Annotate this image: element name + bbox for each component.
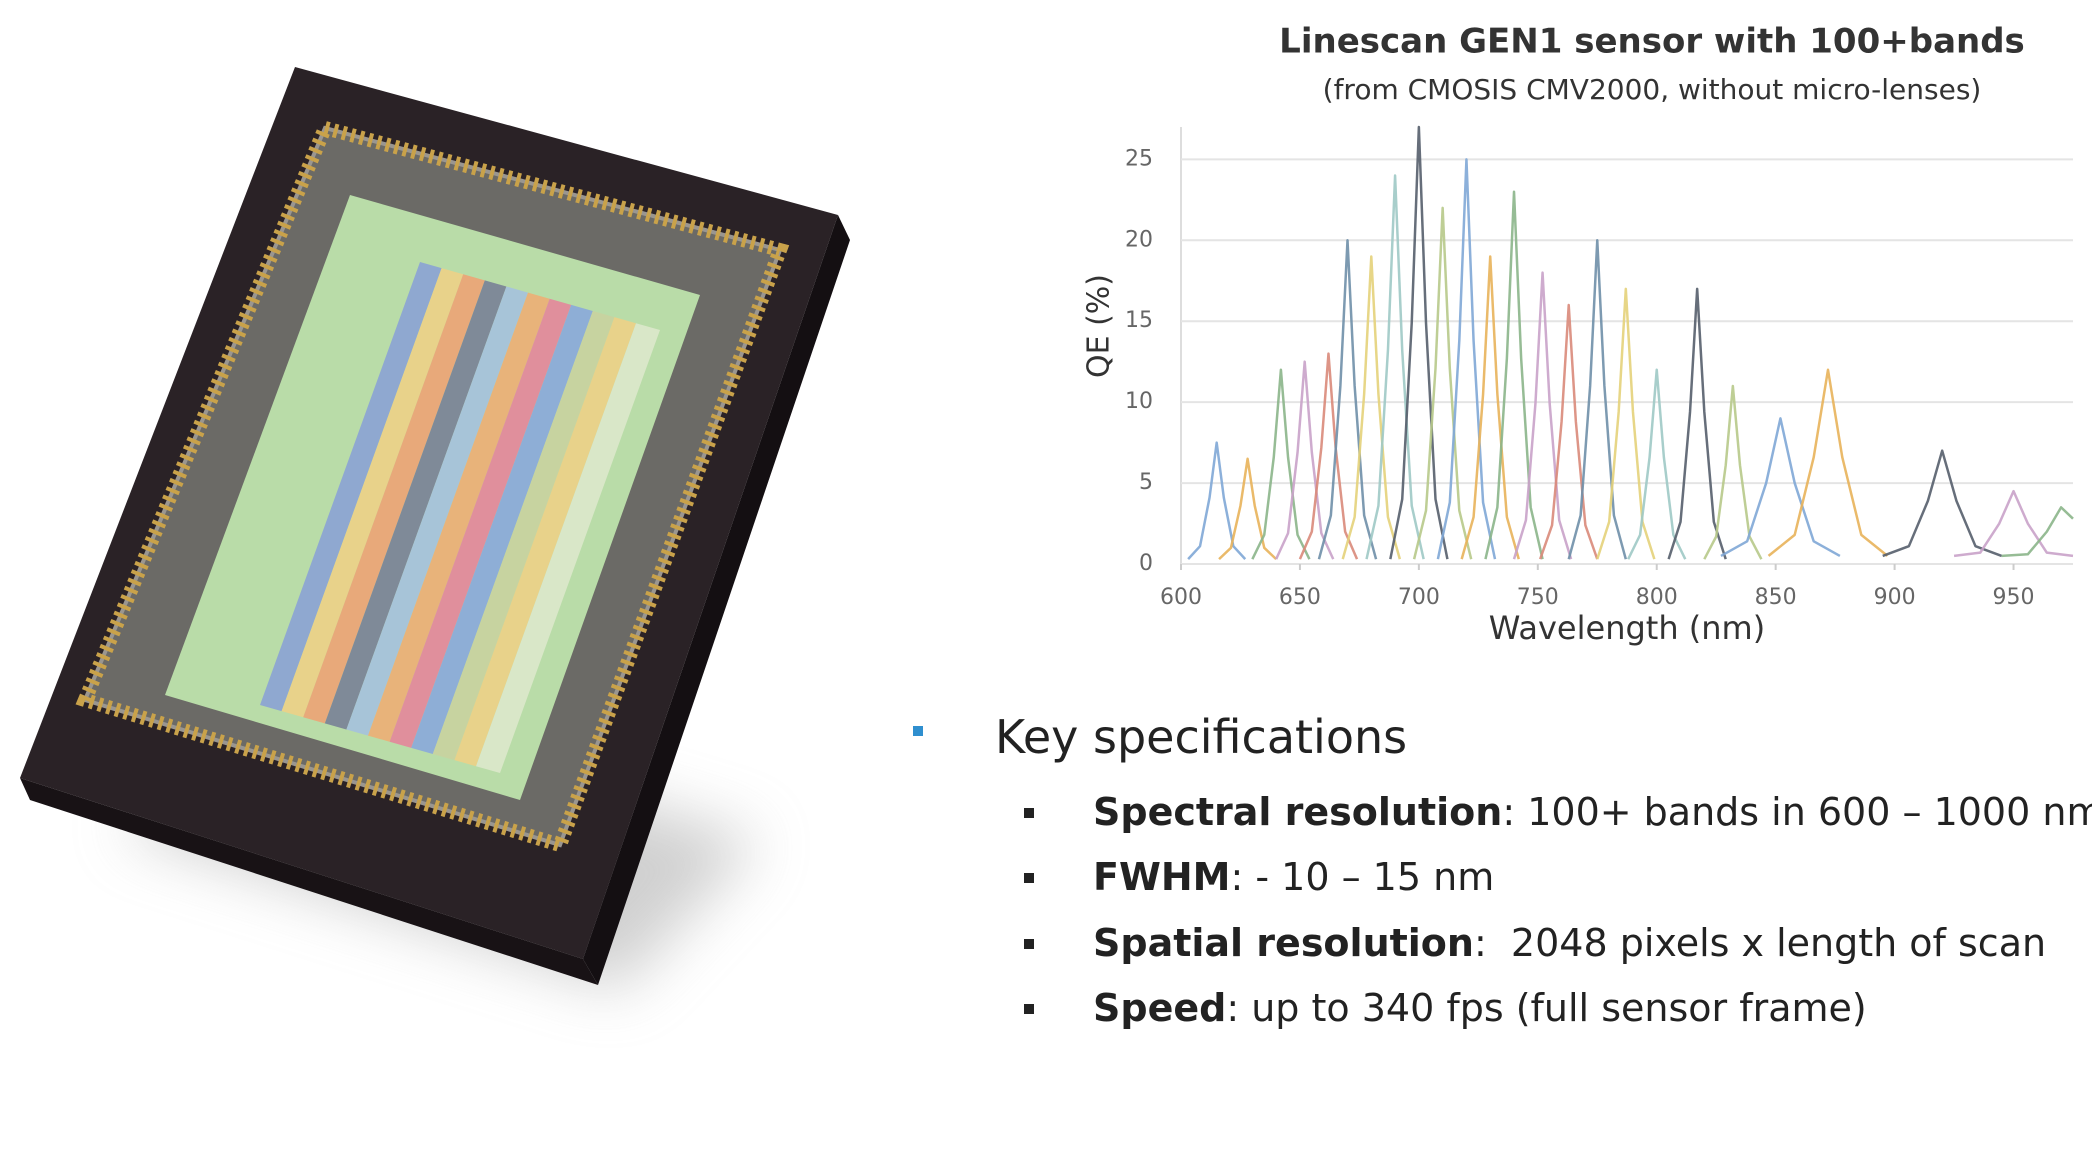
band-curve (1882, 449, 2003, 558)
band-curve (1703, 384, 1763, 560)
y-tick-label: 10 (1125, 389, 1153, 414)
band-curve (1218, 457, 1278, 561)
spec-label: Spatial resolution (1093, 921, 1474, 965)
spec-heading: Key specifications (995, 710, 1408, 764)
spec-label: Spectral resolution (1093, 790, 1503, 834)
spec-text: : 100+ bands in 600 – 1000 nm (1502, 790, 2092, 834)
sensor-photo (20, 67, 850, 990)
band-curve (2001, 506, 2074, 558)
chart-subtitle: (from CMOSIS CMV2000, without micro-lens… (1323, 73, 1982, 106)
y-tick-label: 25 (1125, 146, 1153, 171)
bullet (913, 726, 923, 736)
band-curve (1667, 287, 1727, 560)
band-curve (1389, 125, 1449, 560)
y-axis-label: QE (%) (1082, 274, 1117, 378)
band-curve (1627, 368, 1687, 560)
band-curve (1953, 489, 2074, 558)
sub-bullet (1024, 1004, 1034, 1014)
x-tick-label: 800 (1636, 585, 1678, 610)
band-curve (1251, 368, 1311, 560)
y-tick-label: 20 (1125, 227, 1153, 252)
x-axis-label: Wavelength (nm) (1489, 609, 1765, 647)
band-curve (1317, 239, 1378, 560)
band-curve (1460, 255, 1520, 560)
band-curve (1767, 368, 1889, 557)
x-tick-label: 950 (1993, 585, 2035, 610)
band-curve (1512, 271, 1573, 560)
chart-title: Linescan GEN1 sensor with 100+bands (1279, 22, 2025, 62)
y-tick-label: 15 (1125, 308, 1153, 333)
x-tick-label: 900 (1874, 585, 1916, 610)
x-tick-label: 750 (1517, 585, 1559, 610)
spec-item: FWHM: - 10 – 15 nm (1093, 855, 1494, 899)
x-tick-label: 850 (1755, 585, 1797, 610)
band-curve (1341, 255, 1402, 560)
band-curve (1720, 417, 1841, 557)
band-curve (1187, 441, 1247, 560)
band-curve (1484, 190, 1544, 560)
band-curve (1436, 158, 1497, 560)
band-curve (1596, 287, 1656, 560)
band-curve (1539, 303, 1599, 560)
spec-text: : 2048 pixels x length of scan (1473, 921, 2047, 965)
sub-bullet (1024, 873, 1034, 883)
spec-label: Speed (1093, 986, 1227, 1030)
band-curve (1298, 352, 1359, 560)
band-curve (1567, 239, 1628, 560)
y-tick-label: 0 (1139, 551, 1153, 576)
spec-item: Spatial resolution: 2048 pixels x length… (1093, 921, 2046, 965)
y-tick-label: 5 (1139, 470, 1153, 495)
sub-bullet (1024, 939, 1034, 949)
band-curve (1365, 174, 1425, 560)
spec-item: Speed: up to 340 fps (full sensor frame) (1093, 986, 1867, 1030)
spec-item: Spectral resolution: 100+ bands in 600 –… (1093, 790, 2092, 834)
band-curve (1412, 206, 1473, 560)
band-curve (1275, 360, 1335, 560)
sub-bullet (1024, 808, 1034, 818)
spec-text: : up to 340 fps (full sensor frame) (1226, 986, 1867, 1030)
x-tick-label: 650 (1279, 585, 1321, 610)
spec-label: FWHM (1093, 855, 1231, 899)
x-tick-label: 700 (1398, 585, 1440, 610)
x-tick-label: 600 (1160, 585, 1202, 610)
spec-text: : - 10 – 15 nm (1230, 855, 1495, 899)
